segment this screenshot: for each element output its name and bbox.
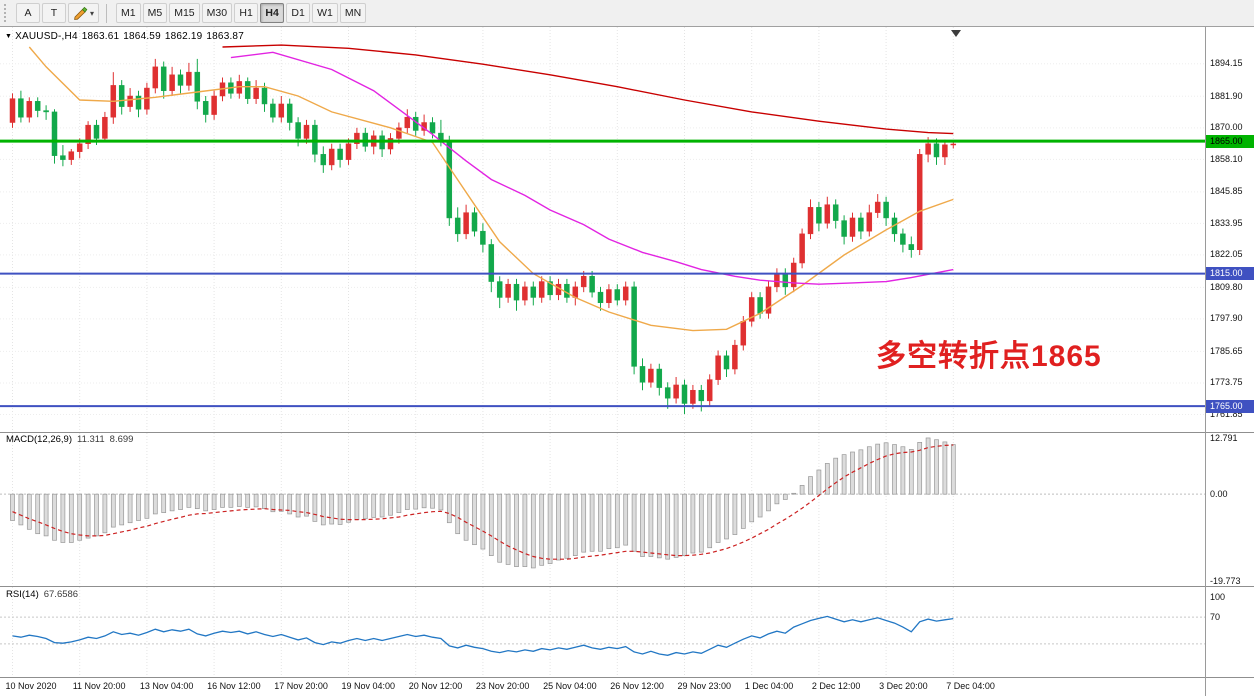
macd-signal-value: 8.699 bbox=[109, 434, 134, 445]
macd-name: MACD(12,26,9) bbox=[6, 434, 72, 445]
time-axis-label: 3 Dec 20:00 bbox=[879, 681, 928, 691]
ohlc-readout: ▼ XAUUSD-,H4 1863.61 1864.59 1862.19 1863.87 bbox=[5, 31, 248, 42]
price-axis-label: 1881.90 bbox=[1210, 90, 1243, 101]
price-line-badge-1815: 1815.00 bbox=[1206, 267, 1254, 281]
macd-axis-label: 12.791 bbox=[1210, 432, 1238, 443]
candles-layer bbox=[9, 58, 957, 415]
rsi-axis-label: 70 bbox=[1210, 611, 1221, 622]
high-value: 1864.59 bbox=[123, 31, 161, 42]
price-line-badge-1765: 1765.00 bbox=[1206, 399, 1254, 413]
rsi-indicator-label: RSI(14) 67.6586 bbox=[6, 589, 78, 600]
price-line-badge-1865: 1865.00 bbox=[1206, 134, 1254, 148]
time-axis-label: 10 Nov 2020 bbox=[5, 681, 57, 691]
time-axis-label: 11 Nov 20:00 bbox=[72, 681, 126, 691]
macd-axis-label: 0.00 bbox=[1210, 488, 1228, 499]
rsi-axis-label: 100 bbox=[1210, 591, 1226, 602]
price-axis-label: 1773.75 bbox=[1210, 377, 1243, 388]
price-axis-label: 1833.95 bbox=[1210, 217, 1243, 228]
macd-signal-line bbox=[12, 444, 954, 560]
time-axis-label: 20 Nov 12:00 bbox=[408, 681, 463, 691]
close-value: 1863.87 bbox=[206, 31, 244, 42]
toolbar-grip[interactable] bbox=[4, 4, 10, 22]
chevron-down-icon: ▾ bbox=[90, 8, 95, 18]
timeframe-button-M30[interactable]: M30 bbox=[201, 3, 233, 23]
macd-indicator-label: MACD(12,26,9) 11.311 8.699 bbox=[6, 434, 133, 445]
low-value: 1862.19 bbox=[164, 31, 203, 42]
ohlc-expand-icon[interactable]: ▼ bbox=[5, 33, 13, 40]
time-axis-label: 17 Nov 20:00 bbox=[274, 681, 328, 691]
price-axis-label: 1858.10 bbox=[1210, 153, 1243, 164]
grid-lines bbox=[0, 27, 1205, 677]
toolbar: A T ▾ M1 M5 M15 M30 H1 H4 D1 W1 MN bbox=[0, 0, 1254, 27]
draw-tool-button[interactable]: ▾ bbox=[68, 3, 100, 23]
text-tool-button[interactable]: T bbox=[42, 3, 66, 23]
price-axis-label: 1894.15 bbox=[1210, 58, 1243, 69]
timeframe-button-MN[interactable]: MN bbox=[339, 3, 367, 23]
ma-red-line bbox=[222, 44, 954, 135]
macd-axis-label: -19.773 bbox=[1210, 575, 1241, 586]
time-axis-label: 25 Nov 04:00 bbox=[543, 681, 597, 691]
time-axis-label: 7 Dec 04:00 bbox=[946, 681, 995, 691]
time-axis-label: 26 Nov 12:00 bbox=[610, 681, 664, 691]
price-axis-label: 1845.85 bbox=[1210, 186, 1243, 197]
rsi-name: RSI(14) bbox=[6, 589, 39, 600]
ma-magenta-line bbox=[230, 51, 954, 285]
price-axis-label: 1822.05 bbox=[1210, 249, 1243, 260]
timeframe-button-M15[interactable]: M15 bbox=[169, 3, 200, 23]
timeframe-button-M1[interactable]: M1 bbox=[116, 3, 141, 23]
cursor-tool-button[interactable]: A bbox=[16, 3, 40, 23]
rsi-value: 67.6586 bbox=[43, 589, 79, 600]
macd-main-value: 11.311 bbox=[77, 434, 105, 445]
toolbar-separator bbox=[106, 3, 108, 23]
timeframe-button-M5[interactable]: M5 bbox=[142, 3, 168, 23]
chart-shift-icon[interactable] bbox=[951, 30, 961, 37]
time-axis-label: 2 Dec 12:00 bbox=[811, 681, 861, 691]
timeframe-group: M1 M5 M15 M30 H1 H4 D1 W1 MN bbox=[116, 3, 367, 23]
annotation-text: 多空转折点1865 bbox=[876, 340, 1102, 373]
price-axis-label: 1870.00 bbox=[1210, 122, 1243, 133]
ma-orange-line bbox=[28, 46, 954, 332]
symbol-period-label: XAUUSD-,H4 bbox=[15, 31, 78, 42]
time-axis-label: 23 Nov 20:00 bbox=[475, 681, 530, 691]
time-axis-label: 19 Nov 04:00 bbox=[341, 681, 396, 691]
price-axis-label: 1761.85 bbox=[1210, 409, 1243, 419]
time-axis-label: 29 Nov 23:00 bbox=[677, 681, 732, 691]
timeframe-button-W1[interactable]: W1 bbox=[312, 3, 338, 23]
price-axis-label: 1809.80 bbox=[1210, 281, 1243, 292]
rsi-line bbox=[12, 615, 954, 656]
pencil-icon bbox=[73, 6, 88, 20]
price-axis-label: 1785.65 bbox=[1210, 345, 1243, 356]
open-value: 1863.61 bbox=[81, 31, 120, 42]
price-axis[interactable]: 1865.00 1815.00 1765.00 1894.15 1881.90 1870.… bbox=[1205, 27, 1254, 696]
time-axis-label: 1 Dec 04:00 bbox=[744, 681, 794, 691]
timeframe-button-H4[interactable]: H4 bbox=[260, 3, 285, 23]
time-axis[interactable]: 10 Nov 2020 11 Nov 20:00 13 Nov 04:00 16 No… bbox=[0, 678, 1205, 696]
price-axis-label: 1797.90 bbox=[1210, 313, 1243, 324]
timeframe-button-H1[interactable]: H1 bbox=[234, 3, 259, 23]
macd-histogram bbox=[10, 437, 956, 569]
timeframe-button-D1[interactable]: D1 bbox=[286, 3, 311, 23]
time-axis-label: 16 Nov 12:00 bbox=[207, 681, 261, 691]
time-axis-label: 13 Nov 04:00 bbox=[139, 681, 194, 691]
